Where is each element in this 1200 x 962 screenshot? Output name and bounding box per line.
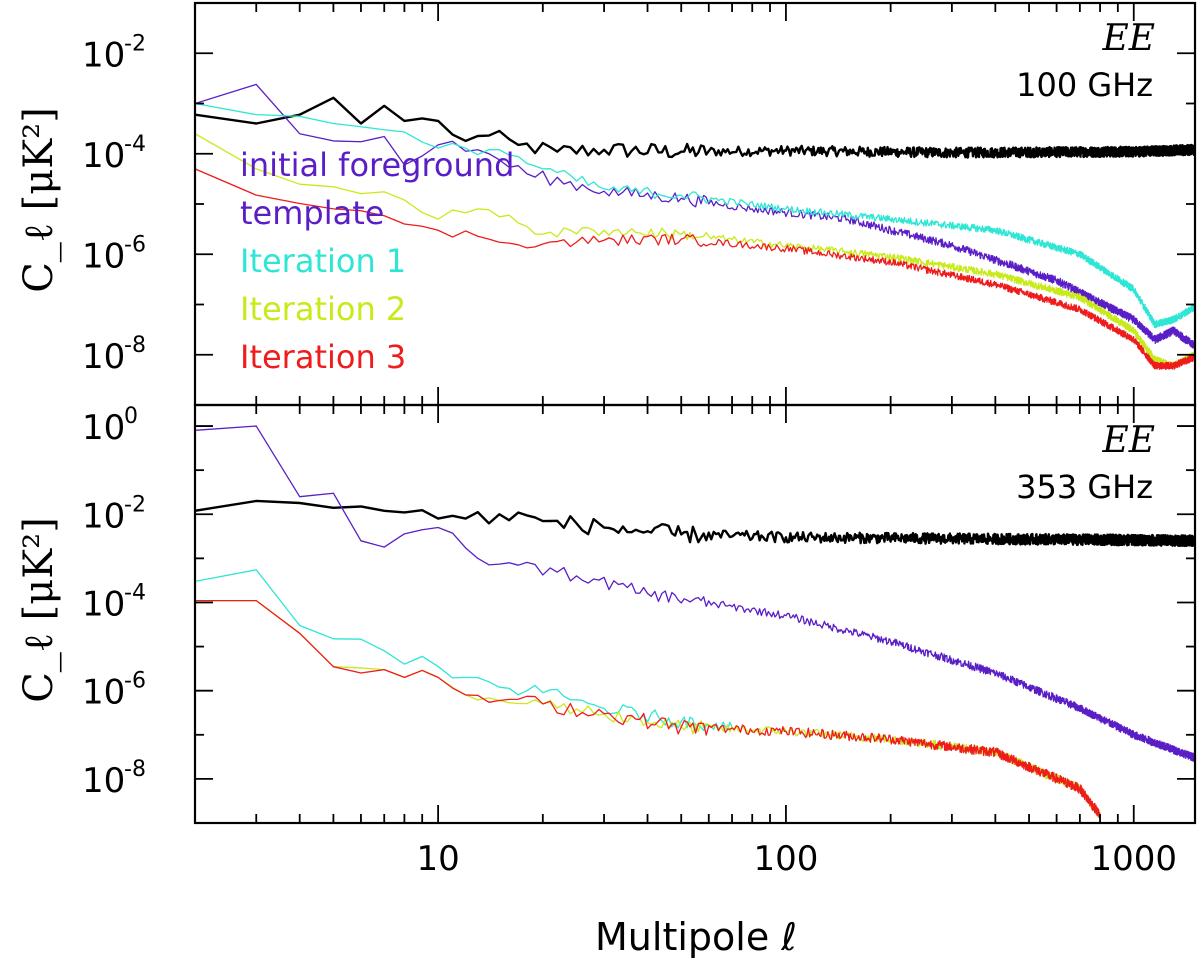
x-axis-label: Multipole ℓ: [595, 915, 797, 959]
x-tick-label: 10: [416, 839, 459, 879]
y-tick-label: 10: [82, 136, 125, 176]
legend-entry: template: [240, 194, 384, 232]
y-tick-exponent: -2: [124, 31, 146, 56]
panel-tag: EE: [1101, 420, 1155, 461]
y-tick-exponent: -8: [124, 333, 146, 358]
legend-entry: Iteration 3: [240, 338, 406, 376]
y-tick-label: 10: [82, 496, 125, 536]
y-tick-exponent: -4: [124, 132, 146, 157]
y-tick-label: 10: [82, 408, 125, 448]
series-iteration-3: [195, 168, 1195, 370]
panel-frequency: 353 GHz: [1016, 468, 1153, 506]
y-tick-exponent: 0: [124, 404, 138, 429]
y-tick-label: 10: [82, 761, 125, 801]
panel-frequency: 100 GHz: [1016, 66, 1153, 104]
series-iteration-2: [195, 599, 1101, 818]
y-tick-exponent: -6: [124, 232, 146, 257]
y-tick-label: 10: [82, 584, 125, 624]
series-initial-foreground-template: [195, 83, 1195, 351]
y-tick-label: 10: [82, 35, 125, 75]
panel-tag: EE: [1101, 18, 1155, 59]
series-iteration-3: [195, 599, 1101, 819]
legend-entry: initial foreground: [240, 146, 514, 184]
y-tick-exponent: -6: [124, 669, 146, 694]
x-tick-label: 1000: [1090, 839, 1177, 879]
series-data: [195, 499, 1195, 548]
series-data: [195, 96, 1195, 159]
series-iteration-1: [195, 102, 1195, 329]
y-tick-exponent: -8: [124, 757, 146, 782]
legend-entry: Iteration 1: [240, 242, 406, 280]
series-iteration-1: [195, 569, 733, 732]
y-axis-label: C_ℓ [μK²]: [16, 107, 62, 293]
series-initial-foreground-template: [195, 425, 1195, 762]
y-axis-label: C_ℓ [μK²]: [16, 517, 62, 703]
legend: initial foreground template Iteration 1 Ite…: [240, 146, 514, 376]
y-tick-label: 10: [82, 337, 125, 377]
y-tick-label: 10: [82, 673, 125, 713]
y-tick-exponent: -4: [124, 580, 146, 605]
x-tick-label: 100: [753, 839, 818, 879]
y-tick-exponent: -2: [124, 492, 146, 517]
legend-entry: Iteration 2: [240, 290, 406, 328]
plot-frame: [193, 403, 1197, 825]
y-tick-label: 10: [82, 236, 125, 276]
